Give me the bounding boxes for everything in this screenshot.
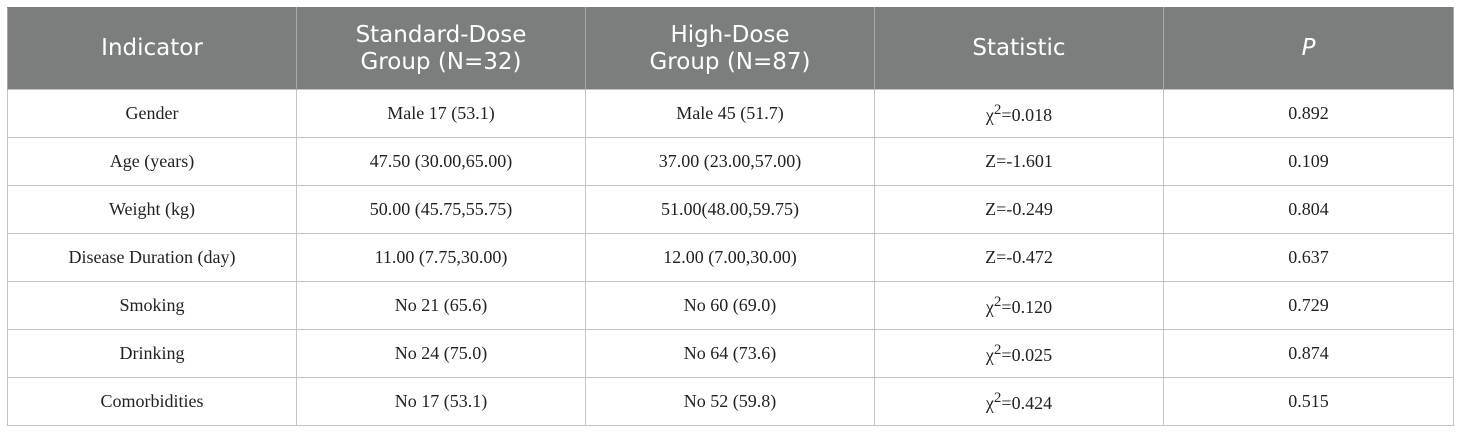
cell-standard-dose: 50.00 (45.75,55.75) [296, 185, 586, 234]
stat-symbol: χ [985, 296, 994, 317]
cell-high-dose: No 52 (59.8) [585, 377, 875, 426]
cell-statistic: χ2=0.120 [874, 281, 1164, 330]
stat-symbol: χ [985, 392, 994, 413]
header-high-dose-line1: High-Dose [670, 21, 790, 48]
cell-standard-dose: 47.50 (30.00,65.00) [296, 137, 586, 186]
table-header: Indicator Standard-Dose Group (N=32) High… [7, 7, 1454, 90]
header-high-dose: High-Dose Group (N=87) [585, 7, 875, 90]
cell-statistic: Z=-0.472 [874, 233, 1164, 282]
cell-statistic: Z=-0.249 [874, 185, 1164, 234]
stat-symbol: χ [985, 344, 994, 365]
cell-statistic: χ2=0.025 [874, 329, 1164, 378]
stat-value: =0.120 [1001, 296, 1053, 317]
stat-symbol: χ [985, 104, 994, 125]
header-statistic-label: Statistic [972, 35, 1066, 61]
cell-standard-dose: No 24 (75.0) [296, 329, 586, 378]
cell-indicator: Disease Duration (day) [7, 233, 297, 282]
stat-superscript: 2 [993, 389, 1002, 406]
stat-value: Z=-0.472 [985, 247, 1053, 267]
table-row: Weight (kg) 50.00 (45.75,55.75) 51.00(48… [7, 185, 1454, 234]
cell-indicator: Comorbidities [7, 377, 297, 426]
cell-indicator: Gender [7, 89, 297, 138]
cell-statistic: Z=-1.601 [874, 137, 1164, 186]
header-p-value: P [1163, 7, 1454, 90]
header-row: Indicator Standard-Dose Group (N=32) High… [7, 7, 1454, 90]
cell-high-dose: No 64 (73.6) [585, 329, 875, 378]
cell-p-value: 0.874 [1163, 329, 1454, 378]
header-standard-dose-line2: Group (N=32) [360, 48, 522, 75]
cell-p-value: 0.729 [1163, 281, 1454, 330]
cell-indicator: Age (years) [7, 137, 297, 186]
table-row: Smoking No 21 (65.6) No 60 (69.0) χ2=0.1… [7, 281, 1454, 330]
cell-high-dose: 51.00(48.00,59.75) [585, 185, 875, 234]
cell-high-dose: 12.00 (7.00,30.00) [585, 233, 875, 282]
cell-standard-dose: No 21 (65.6) [296, 281, 586, 330]
cell-high-dose: 37.00 (23.00,57.00) [585, 137, 875, 186]
header-statistic: Statistic [874, 7, 1164, 90]
cell-indicator: Weight (kg) [7, 185, 297, 234]
cell-indicator: Drinking [7, 329, 297, 378]
cell-high-dose: No 60 (69.0) [585, 281, 875, 330]
header-high-dose-line2: Group (N=87) [649, 48, 811, 75]
cell-p-value: 0.892 [1163, 89, 1454, 138]
stat-value: Z=-0.249 [985, 199, 1053, 219]
table-row: Disease Duration (day) 11.00 (7.75,30.00… [7, 233, 1454, 282]
stat-superscript: 2 [993, 293, 1002, 310]
data-table-container: Indicator Standard-Dose Group (N=32) High… [7, 7, 1454, 426]
header-indicator-label: Indicator [101, 35, 203, 61]
stat-value: Z=-1.601 [985, 151, 1053, 171]
header-p-label: P [1301, 35, 1316, 61]
stat-value: =0.424 [1001, 392, 1053, 413]
cell-standard-dose: 11.00 (7.75,30.00) [296, 233, 586, 282]
cell-statistic: χ2=0.424 [874, 377, 1164, 426]
header-indicator: Indicator [7, 7, 297, 90]
table-row: Age (years) 47.50 (30.00,65.00) 37.00 (2… [7, 137, 1454, 186]
stat-superscript: 2 [993, 341, 1002, 358]
cell-p-value: 0.804 [1163, 185, 1454, 234]
table-row: Gender Male 17 (53.1) Male 45 (51.7) χ2=… [7, 89, 1454, 138]
stat-superscript: 2 [993, 101, 1002, 118]
cell-p-value: 0.637 [1163, 233, 1454, 282]
cell-indicator: Smoking [7, 281, 297, 330]
header-standard-dose: Standard-Dose Group (N=32) [296, 7, 586, 90]
table-body: Gender Male 17 (53.1) Male 45 (51.7) χ2=… [7, 89, 1454, 426]
header-standard-dose-line1: Standard-Dose [355, 21, 527, 48]
baseline-characteristics-table: Indicator Standard-Dose Group (N=32) High… [7, 7, 1454, 426]
cell-p-value: 0.109 [1163, 137, 1454, 186]
cell-high-dose: Male 45 (51.7) [585, 89, 875, 138]
cell-p-value: 0.515 [1163, 377, 1454, 426]
stat-value: =0.018 [1001, 104, 1053, 125]
table-row: Drinking No 24 (75.0) No 64 (73.6) χ2=0.… [7, 329, 1454, 378]
cell-standard-dose: No 17 (53.1) [296, 377, 586, 426]
table-row: Comorbidities No 17 (53.1) No 52 (59.8) … [7, 377, 1454, 426]
cell-statistic: χ2=0.018 [874, 89, 1164, 138]
cell-standard-dose: Male 17 (53.1) [296, 89, 586, 138]
stat-value: =0.025 [1001, 344, 1053, 365]
